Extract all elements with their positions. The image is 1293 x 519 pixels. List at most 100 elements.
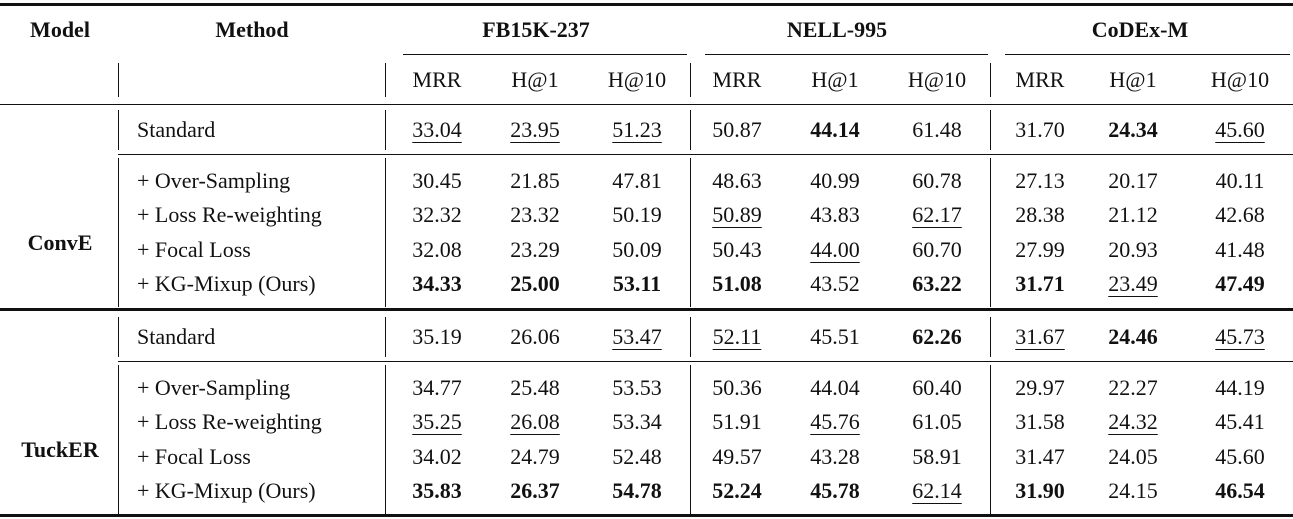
metric-value: 35.83 xyxy=(412,477,462,503)
metric-value: 45.41 xyxy=(1215,409,1265,435)
header-method: Method xyxy=(215,17,289,42)
horizontal-rule xyxy=(118,361,1293,363)
header-metric: MRR xyxy=(712,67,762,92)
metric-value: 52.11 xyxy=(712,324,762,349)
metric-value: 34.33 xyxy=(412,270,462,296)
method-name: + Loss Re-weighting xyxy=(137,409,322,435)
metric-value: 32.32 xyxy=(412,202,462,228)
metric-value: 24.79 xyxy=(510,443,560,469)
metric-value: 60.40 xyxy=(912,375,962,400)
vertical-separator xyxy=(990,158,992,307)
metric-value: 29.97 xyxy=(1015,375,1065,400)
metric-value: 34.02 xyxy=(412,443,462,469)
metric-value: 45.51 xyxy=(810,324,860,349)
metric-value: 62.17 xyxy=(912,202,962,228)
metric-value: 47.81 xyxy=(612,168,662,193)
metric-value: 53.34 xyxy=(612,409,662,435)
metric-value: 62.14 xyxy=(912,477,962,503)
vertical-separator xyxy=(385,158,387,307)
metric-value: 32.08 xyxy=(412,236,462,262)
metric-value: 31.71 xyxy=(1015,270,1065,296)
horizontal-rule xyxy=(705,54,988,56)
metric-value: 31.58 xyxy=(1015,409,1065,435)
metric-value: 43.83 xyxy=(810,202,860,228)
metric-value: 25.48 xyxy=(510,375,560,400)
metric-value: 40.11 xyxy=(1215,168,1265,193)
vertical-separator xyxy=(690,365,692,514)
header-metric: MRR xyxy=(412,67,462,92)
metric-value: 53.47 xyxy=(612,324,662,349)
header-metric: H@1 xyxy=(811,67,859,92)
metric-value: 25.00 xyxy=(510,270,560,296)
vertical-separator xyxy=(690,110,692,150)
metric-value: 42.68 xyxy=(1215,202,1265,228)
horizontal-rule xyxy=(118,154,1293,156)
metric-value: 45.78 xyxy=(810,477,860,503)
metric-value: 23.95 xyxy=(510,117,560,142)
method-name: + Over-Sampling xyxy=(137,168,291,193)
metric-value: 51.23 xyxy=(612,117,662,142)
metric-value: 21.85 xyxy=(510,168,560,193)
metric-value: 51.08 xyxy=(712,270,762,296)
metric-value: 27.13 xyxy=(1015,168,1065,193)
metric-value: 50.36 xyxy=(712,375,762,400)
metric-value: 47.49 xyxy=(1215,270,1265,296)
vertical-separator xyxy=(118,158,120,307)
method-name: + Focal Loss xyxy=(137,443,251,469)
metric-value: 61.05 xyxy=(912,409,962,435)
metric-value: 21.12 xyxy=(1108,202,1158,228)
metric-value: 26.37 xyxy=(510,477,560,503)
metric-value: 50.87 xyxy=(712,117,762,142)
header-metric: MRR xyxy=(1015,67,1065,92)
method-name: Standard xyxy=(137,324,216,349)
metric-value: 23.49 xyxy=(1108,270,1158,296)
vertical-separator xyxy=(990,317,992,357)
vertical-separator xyxy=(385,365,387,514)
horizontal-rule xyxy=(0,3,1293,6)
metric-value: 63.22 xyxy=(912,270,962,296)
metric-value: 23.29 xyxy=(510,236,560,262)
horizontal-rule xyxy=(1005,54,1290,56)
metric-value: 27.99 xyxy=(1015,236,1065,262)
metric-value: 53.11 xyxy=(612,270,662,296)
metric-value: 41.48 xyxy=(1215,236,1265,262)
metric-value: 45.73 xyxy=(1215,324,1265,349)
header-model: Model xyxy=(30,17,90,42)
vertical-separator xyxy=(990,110,992,150)
model-name: TuckER xyxy=(21,437,99,462)
metric-value: 45.60 xyxy=(1215,443,1265,469)
method-name: + Focal Loss xyxy=(137,236,251,262)
metric-value: 26.08 xyxy=(510,409,560,435)
metric-value: 62.26 xyxy=(912,324,962,349)
metric-value: 31.47 xyxy=(1015,443,1065,469)
vertical-separator xyxy=(118,365,120,514)
vertical-separator xyxy=(118,317,120,357)
metric-value: 40.99 xyxy=(810,168,860,193)
model-name: ConvE xyxy=(27,230,93,255)
metric-value: 45.60 xyxy=(1215,117,1265,142)
horizontal-rule xyxy=(0,514,1293,517)
horizontal-rule xyxy=(0,308,1293,311)
metric-value: 30.45 xyxy=(412,168,462,193)
metric-value: 49.57 xyxy=(712,443,762,469)
metric-value: 24.34 xyxy=(1108,117,1158,142)
vertical-separator xyxy=(690,317,692,357)
header-metric: H@10 xyxy=(1210,67,1270,92)
metric-value: 43.28 xyxy=(810,443,860,469)
metric-value: 23.32 xyxy=(510,202,560,228)
vertical-separator xyxy=(385,110,387,150)
header-metric: H@10 xyxy=(907,67,967,92)
metric-value: 45.76 xyxy=(810,409,860,435)
metric-value: 52.48 xyxy=(612,443,662,469)
metric-value: 35.25 xyxy=(412,409,462,435)
metric-value: 60.78 xyxy=(912,168,962,193)
metric-value: 54.78 xyxy=(612,477,662,503)
metric-value: 26.06 xyxy=(510,324,560,349)
metric-value: 48.63 xyxy=(712,168,762,193)
header-metric: H@1 xyxy=(1109,67,1157,92)
metric-value: 58.91 xyxy=(912,443,962,469)
metric-value: 28.38 xyxy=(1015,202,1065,228)
metric-value: 24.05 xyxy=(1108,443,1158,469)
metric-value: 44.14 xyxy=(810,117,860,142)
